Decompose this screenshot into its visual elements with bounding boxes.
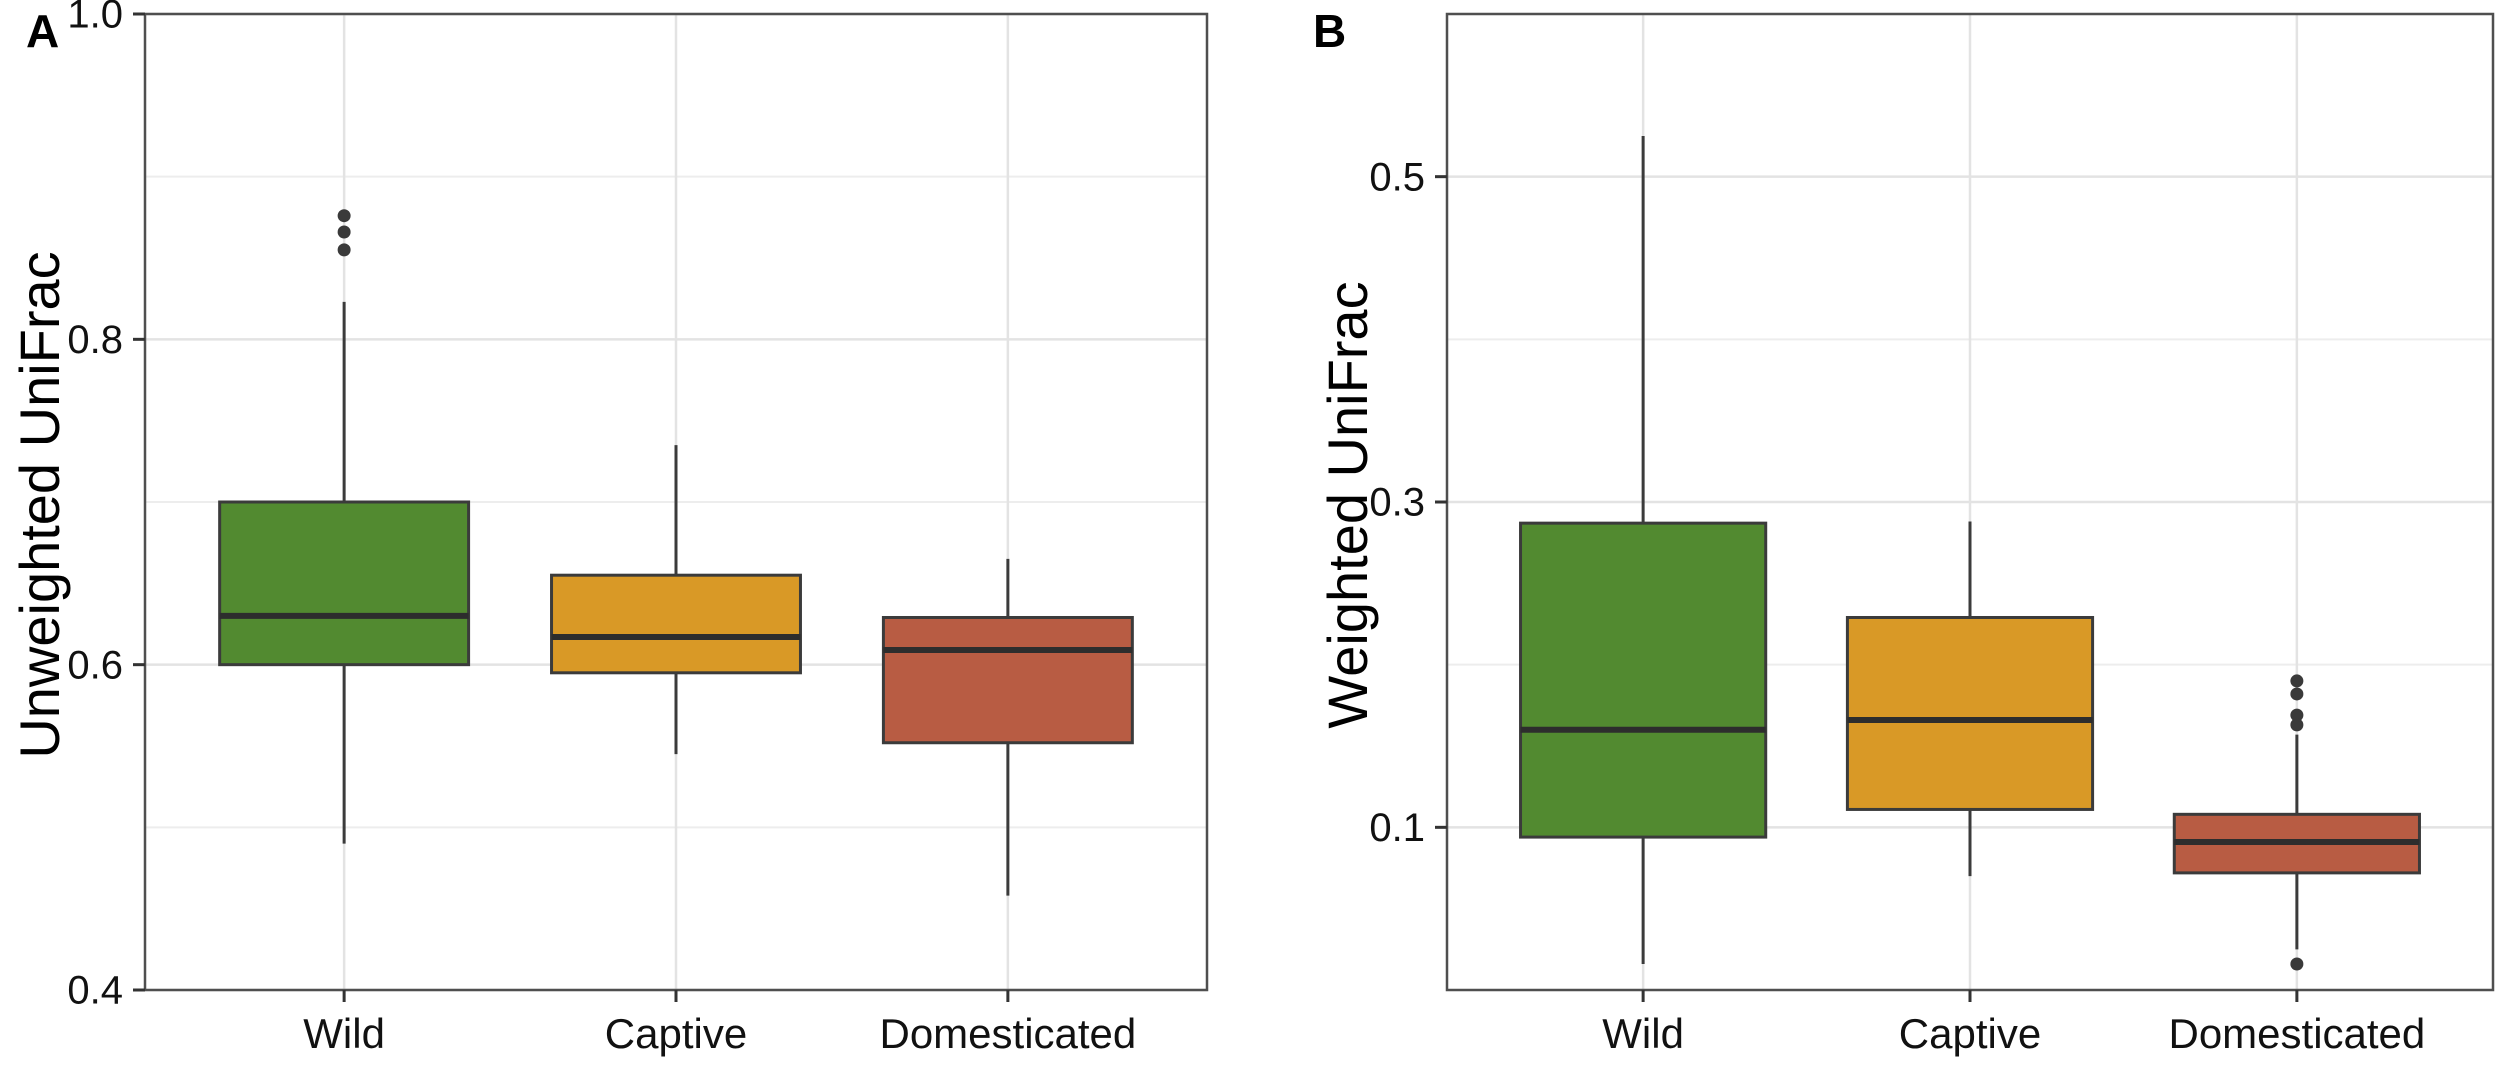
outlier-dot-domesticated-b-2 [2290,708,2304,722]
box-wild-b [1519,521,1768,839]
y-tick-label-0.8: 0.8 [67,318,123,362]
x-tick-label-domesticated: Domesticated [2168,1010,2425,1057]
y-tick-label-0.1: 0.1 [1369,806,1425,850]
y-tick-label-0.3: 0.3 [1369,481,1425,525]
box-captive-a [550,573,802,675]
y-axis-title-unweighted-unifrac: Unweighted UniFrac [8,251,71,759]
outlier-dot-wild-a-0 [337,243,351,257]
x-tick-label-wild: Wild [303,1010,385,1057]
y-tick-label-0.4: 0.4 [67,969,123,1013]
y-axis-title-weighted-unifrac: Weighted UniFrac [1316,281,1379,729]
box-captive-b [1845,615,2095,811]
x-tick-label-captive: Captive [1899,1010,2041,1057]
outlier-dot-domesticated-b-0 [2290,674,2304,688]
y-tick-label-1.0: 1.0 [67,0,123,37]
outlier-dot-wild-a-2 [337,209,351,223]
x-tick-label-captive: Captive [605,1010,747,1057]
panel-a-label: A [26,5,60,57]
panel-b-label: B [1313,5,1347,57]
y-tick-label-0.6: 0.6 [67,643,123,687]
outlier-dot-domesticated-b-3 [2290,718,2304,732]
box-wild-a [218,500,471,667]
box-domesticated-a [881,615,1134,745]
x-tick-label-domesticated: Domesticated [879,1010,1136,1057]
outlier-dot-domesticated-b-1 [2290,687,2304,701]
outlier-dot-domesticated-b-4 [2290,957,2304,971]
x-tick-label-wild: Wild [1602,1010,1684,1057]
outlier-dot-wild-a-1 [337,225,351,239]
y-tick-label-0.5: 0.5 [1369,155,1425,199]
